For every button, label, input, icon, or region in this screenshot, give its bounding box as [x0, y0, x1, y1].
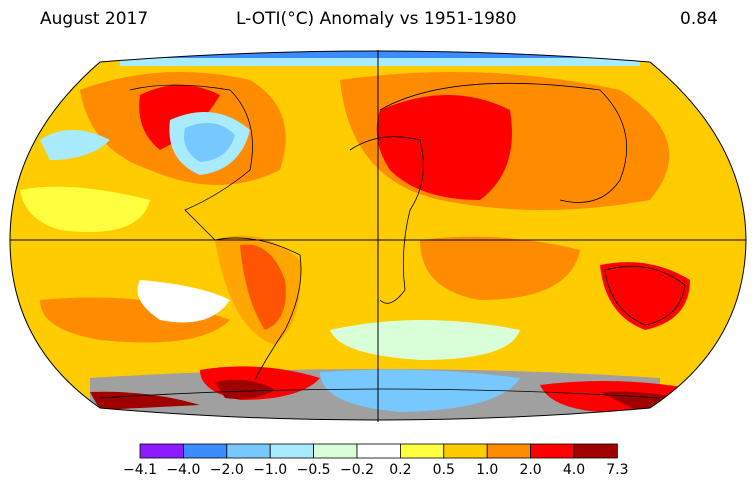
legend-tick-label: −4.0	[166, 462, 200, 478]
australia-hot	[600, 262, 690, 330]
legend-swatch-2	[226, 443, 271, 459]
legend-swatch-4	[313, 443, 358, 459]
legend-tick-label: 2.0	[519, 462, 541, 478]
legend-ticks: −4.1 −4.0 −2.0 −1.0 −0.5 −0.2 0.2 0.5 1.0 2.0 4.0 7…	[123, 462, 629, 478]
antarctica-cool	[320, 369, 520, 412]
legend-tick-label: 0.5	[433, 462, 455, 478]
legend-tick-label: −0.5	[297, 462, 331, 478]
legend-tick-label: −2.0	[210, 462, 244, 478]
legend-tick-label: 7.3	[606, 462, 628, 478]
legend-swatch-7	[443, 443, 488, 459]
legend-swatch-3	[269, 443, 315, 459]
map-date: August 2017	[40, 9, 149, 29]
legend-swatch-9	[530, 443, 575, 459]
legend-tick-label: −4.1	[123, 462, 157, 478]
legend-swatches	[139, 443, 618, 459]
legend-tick-label: −0.2	[340, 462, 374, 478]
globe-outline	[9, 50, 747, 421]
europe-hot	[376, 95, 512, 200]
antarctica-dark-sw	[90, 391, 200, 410]
s-america-warm	[215, 235, 301, 345]
legend-tick-label: 1.0	[476, 462, 498, 478]
legend-tick-label: −1.0	[253, 462, 287, 478]
legend-tick-label: 4.0	[563, 462, 585, 478]
coast-antarctica	[99, 388, 661, 399]
coast-australia	[604, 265, 686, 326]
coast-south-america	[214, 237, 302, 381]
arctic-band-2	[150, 51, 610, 58]
nw-atlantic-cool	[40, 130, 110, 160]
map-title: L-OTI(°C) Anomaly vs 1951-1980	[236, 9, 517, 29]
legend-swatch-6	[399, 443, 445, 459]
global-mean-anomaly: 0.84	[680, 9, 718, 29]
legend-swatch-1	[182, 443, 228, 459]
legend-swatch-0	[139, 443, 184, 459]
legend-tick-label: 0.2	[389, 462, 411, 478]
eastern-pacific-pale	[20, 186, 150, 232]
southern-pale	[137, 280, 230, 323]
hudson-cold	[184, 122, 235, 162]
coast-north-america	[129, 84, 253, 241]
indian-ocean-warm	[420, 236, 580, 300]
legend-swatch-5	[356, 443, 401, 459]
legend-swatch-8	[486, 443, 532, 459]
antarctica-hottest	[215, 379, 275, 399]
legend-swatch-10	[573, 443, 618, 459]
coast-africa	[349, 136, 424, 304]
coastlines	[99, 82, 686, 399]
coast-eurasia	[379, 82, 628, 203]
